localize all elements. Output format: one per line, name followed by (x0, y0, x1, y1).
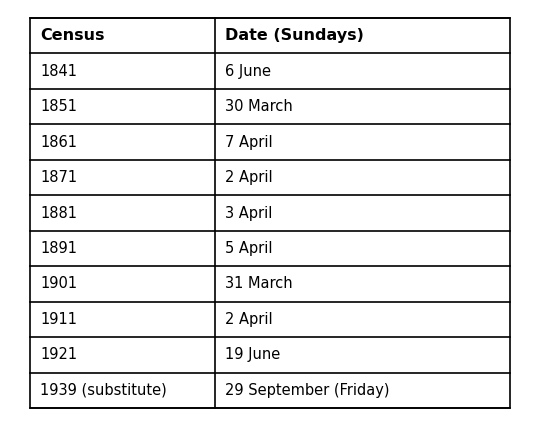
Text: 19 June: 19 June (225, 347, 280, 363)
Text: 29 September (Friday): 29 September (Friday) (225, 383, 389, 398)
Text: 7 April: 7 April (225, 134, 272, 150)
Text: Date (Sundays): Date (Sundays) (225, 28, 363, 43)
Text: 1851: 1851 (40, 99, 77, 114)
Text: 3 April: 3 April (225, 205, 272, 220)
Text: 1901: 1901 (40, 276, 77, 291)
Text: 5 April: 5 April (225, 241, 272, 256)
Text: 1891: 1891 (40, 241, 77, 256)
Text: 1871: 1871 (40, 170, 77, 185)
Text: 6 June: 6 June (225, 64, 271, 79)
Text: 31 March: 31 March (225, 276, 293, 291)
Text: 1841: 1841 (40, 64, 77, 79)
Text: 2 April: 2 April (225, 170, 272, 185)
Text: 1881: 1881 (40, 205, 77, 220)
Text: 1911: 1911 (40, 312, 77, 327)
Text: 1939 (substitute): 1939 (substitute) (40, 383, 167, 398)
Text: 30 March: 30 March (225, 99, 293, 114)
Text: 1921: 1921 (40, 347, 77, 363)
Text: 1861: 1861 (40, 134, 77, 150)
Bar (30, 18, 510, 408)
Text: Census: Census (40, 28, 105, 43)
Text: 2 April: 2 April (225, 312, 272, 327)
